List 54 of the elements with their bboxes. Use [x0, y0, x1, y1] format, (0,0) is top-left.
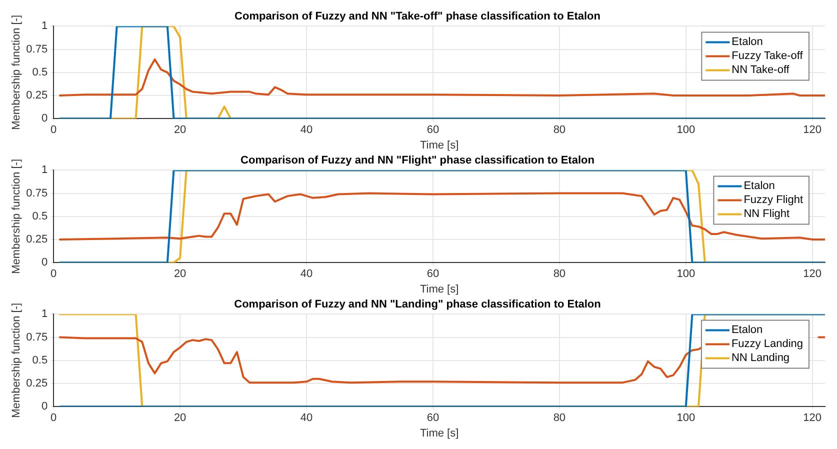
x-tick-label: 80: [553, 124, 566, 136]
x-tick-label: 0: [50, 412, 57, 424]
x-tick-label: 20: [174, 268, 186, 280]
y-tick-label: 0.75: [26, 43, 48, 56]
x-axis-title: Time [s]: [420, 283, 459, 296]
x-axis-title: Time [s]: [420, 139, 459, 152]
y-tick-label: 0: [41, 112, 48, 125]
x-tick-label: 100: [676, 124, 696, 136]
y-tick-label: 0.75: [26, 187, 48, 200]
legend-label: Etalon: [744, 180, 775, 192]
x-tick-label: 20: [174, 124, 186, 136]
x-tick-label: 100: [676, 268, 696, 280]
x-tick-label: 100: [676, 412, 696, 424]
y-tick-label: 1: [41, 308, 48, 320]
legend-label: NN Flight: [744, 208, 790, 220]
legend-label: Fuzzy Flight: [744, 194, 804, 206]
legend-label: Etalon: [732, 36, 763, 48]
y-tick-label: 1: [41, 164, 48, 176]
x-tick-label: 80: [553, 412, 566, 424]
chart-title: Comparison of Fuzzy and NN "Flight" phase classification to Etalon: [240, 154, 595, 167]
y-axis-title: Membership function [-]: [10, 302, 23, 418]
legend-label: NN Landing: [731, 352, 790, 364]
y-tick-label: 0.25: [26, 90, 48, 102]
x-tick-label: 40: [300, 124, 313, 136]
x-tick-label: 120: [803, 412, 822, 424]
y-tick-label: 0.5: [32, 354, 48, 366]
x-tick-label: 60: [426, 412, 440, 424]
y-tick-label: 0.5: [32, 210, 48, 222]
legend-label: Fuzzy Take-off: [732, 50, 804, 62]
x-tick-label: 120: [803, 124, 822, 136]
x-tick-label: 80: [553, 268, 566, 280]
x-tick-label: 0: [50, 268, 57, 280]
chart-title: Comparison of Fuzzy and NN "Landing" phase classification to Etalon: [234, 298, 602, 311]
x-axis-title: Time [s]: [420, 427, 459, 440]
x-tick-label: 40: [300, 268, 313, 280]
y-tick-label: 0.75: [26, 331, 48, 344]
y-tick-label: 0.5: [32, 66, 48, 78]
x-tick-label: 120: [803, 268, 822, 280]
legend-label: NN Take-off: [732, 64, 790, 76]
x-tick-label: 60: [426, 124, 440, 136]
x-tick-label: 60: [426, 268, 440, 280]
y-tick-label: 0: [41, 400, 48, 413]
y-axis-title: Membership function [-]: [10, 158, 23, 274]
y-tick-label: 0: [41, 256, 48, 269]
y-tick-label: 0.25: [26, 378, 48, 390]
x-tick-label: 20: [174, 412, 186, 424]
x-tick-label: 40: [300, 412, 313, 424]
y-axis-title: Membership function [-]: [10, 14, 23, 130]
series-label: Fuzzy Landing: [731, 338, 804, 350]
x-tick-label: 0: [50, 124, 57, 136]
y-tick-label: 1: [41, 20, 48, 32]
chart-title: Comparison of Fuzzy and NN "Take-off" phase classification to Etalon: [234, 10, 601, 23]
y-tick-label: 0.25: [26, 234, 48, 246]
legend-label: Etalon: [731, 324, 763, 336]
